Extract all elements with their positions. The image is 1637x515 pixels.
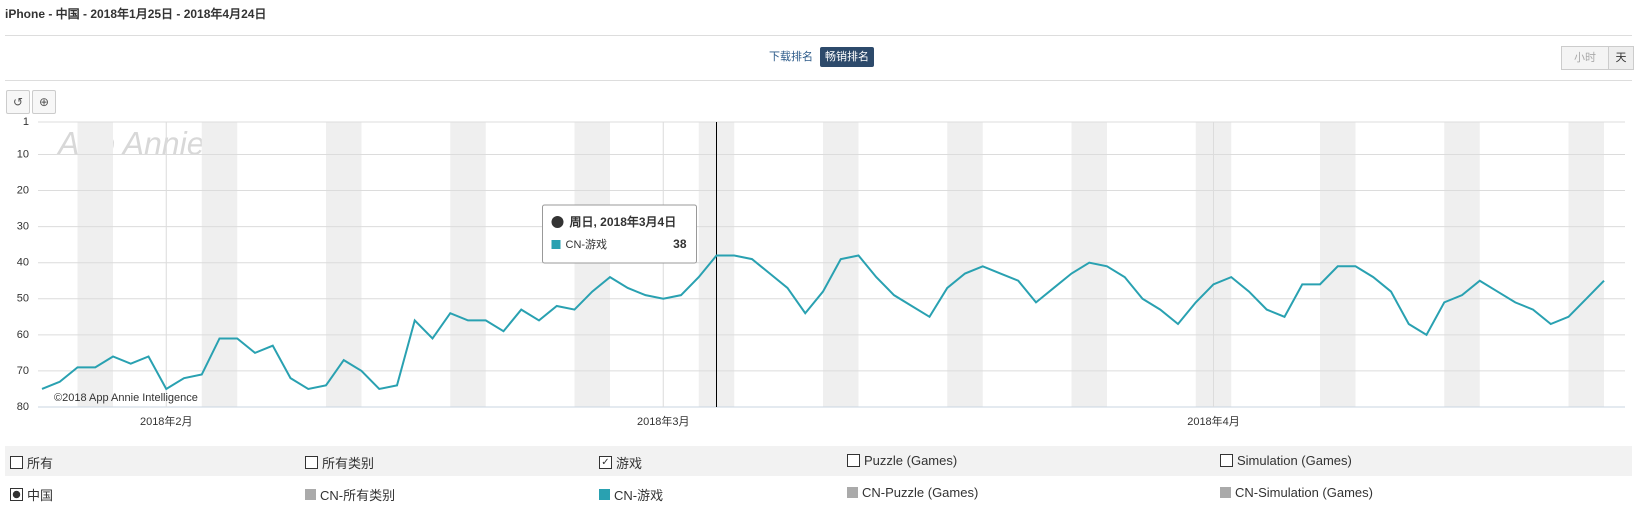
checkbox[interactable]: ✓	[599, 456, 612, 469]
legend-swatch	[305, 489, 316, 500]
label: Puzzle (Games)	[864, 453, 958, 468]
checkbox[interactable]	[847, 454, 860, 467]
weekend-band	[1444, 122, 1480, 407]
tab[interactable]: 下载排名	[769, 51, 813, 63]
category-filter[interactable]: ✓ 游戏	[599, 453, 642, 472]
weekend-band	[450, 122, 486, 407]
page-title: iPhone - 中国 - 2018年1月25日 - 2018年4月24日	[5, 7, 267, 21]
y-tick-label: 30	[17, 221, 29, 233]
tooltip-icon	[551, 216, 564, 228]
category-filter[interactable]: Puzzle (Games)	[847, 453, 957, 468]
y-tick-label: 80	[17, 401, 29, 413]
y-tick-label: 50	[17, 293, 29, 305]
weekend-band	[1568, 122, 1604, 407]
tooltip: 周日, 2018年3月4日 CN-游戏 38	[542, 204, 697, 264]
legend-label: CN-Simulation (Games)	[1235, 485, 1373, 500]
label: 中国	[27, 488, 54, 503]
legend-item[interactable]: CN-Puzzle (Games)	[847, 485, 978, 500]
y-tick-label: 70	[17, 365, 29, 377]
category-row: 所有 所有类别 ✓ 游戏 Puzzle (Games) Simulation (G…	[5, 446, 1632, 476]
y-tick-label: 1	[23, 116, 29, 128]
tooltip-swatch	[551, 240, 561, 249]
legend-label: CN-游戏	[614, 488, 664, 503]
legend-item[interactable]: CN-所有类别	[305, 485, 395, 504]
checkbox[interactable]	[10, 488, 23, 501]
series-line	[41, 254, 1605, 391]
tooltip-value: 38	[673, 237, 687, 251]
legend-swatch	[599, 489, 610, 500]
weekend-band	[574, 122, 610, 407]
granularity-toggle[interactable]: 天	[1608, 46, 1634, 70]
y-tick-label: 10	[17, 148, 29, 160]
granularity-toggle[interactable]: 小时	[1561, 46, 1609, 70]
divider	[5, 35, 1632, 36]
x-tick-label: 2018年2月	[140, 414, 193, 428]
label: Simulation (Games)	[1237, 453, 1352, 468]
weekend-band	[1320, 122, 1356, 407]
checkbox[interactable]	[1220, 454, 1233, 467]
legend-item[interactable]: CN-游戏	[599, 485, 663, 504]
label: 所有类别	[322, 456, 375, 471]
category-filter[interactable]: Simulation (Games)	[1220, 453, 1352, 468]
weekend-band	[77, 122, 113, 407]
tab-active[interactable]: 畅销排名	[820, 47, 874, 67]
category-filter[interactable]: 所有	[10, 453, 53, 472]
divider	[5, 80, 1632, 81]
weekend-band	[947, 122, 983, 407]
legend-swatch	[1220, 487, 1231, 498]
tooltip-series: CN-游戏	[566, 238, 608, 251]
y-tick-label: 40	[17, 257, 29, 269]
legend-label: CN-Puzzle (Games)	[862, 485, 979, 500]
checkbox[interactable]	[10, 456, 23, 469]
x-tick-label: 2018年4月	[1187, 414, 1240, 428]
zoom-button[interactable]: ⊕	[32, 90, 56, 114]
y-tick-label: 20	[17, 184, 29, 196]
x-tick-label: 2018年3月	[637, 414, 690, 428]
y-tick-label: 60	[17, 329, 29, 341]
country-filter[interactable]: 中国	[10, 485, 53, 504]
category-filter[interactable]: 所有类别	[305, 453, 374, 472]
legend-swatch	[847, 487, 858, 498]
credit: ©2018 App Annie Intelligence	[54, 392, 198, 404]
checkbox[interactable]	[305, 456, 318, 469]
legend-item[interactable]: CN-Simulation (Games)	[1220, 485, 1373, 500]
weekend-band	[326, 122, 362, 407]
reset-button[interactable]: ↺	[6, 90, 30, 114]
weekend-band	[201, 122, 238, 407]
tooltip-title: 周日, 2018年3月4日	[570, 214, 677, 229]
label: 游戏	[616, 456, 643, 471]
series-row: 中国 CN-所有类别 CN-游戏 CN-Puzzle (Games) CN-Si…	[5, 478, 1632, 508]
weekend-band	[823, 122, 859, 407]
tooltip-box	[542, 204, 697, 264]
legend-label: CN-所有类别	[320, 488, 396, 503]
label: 所有	[27, 456, 54, 471]
